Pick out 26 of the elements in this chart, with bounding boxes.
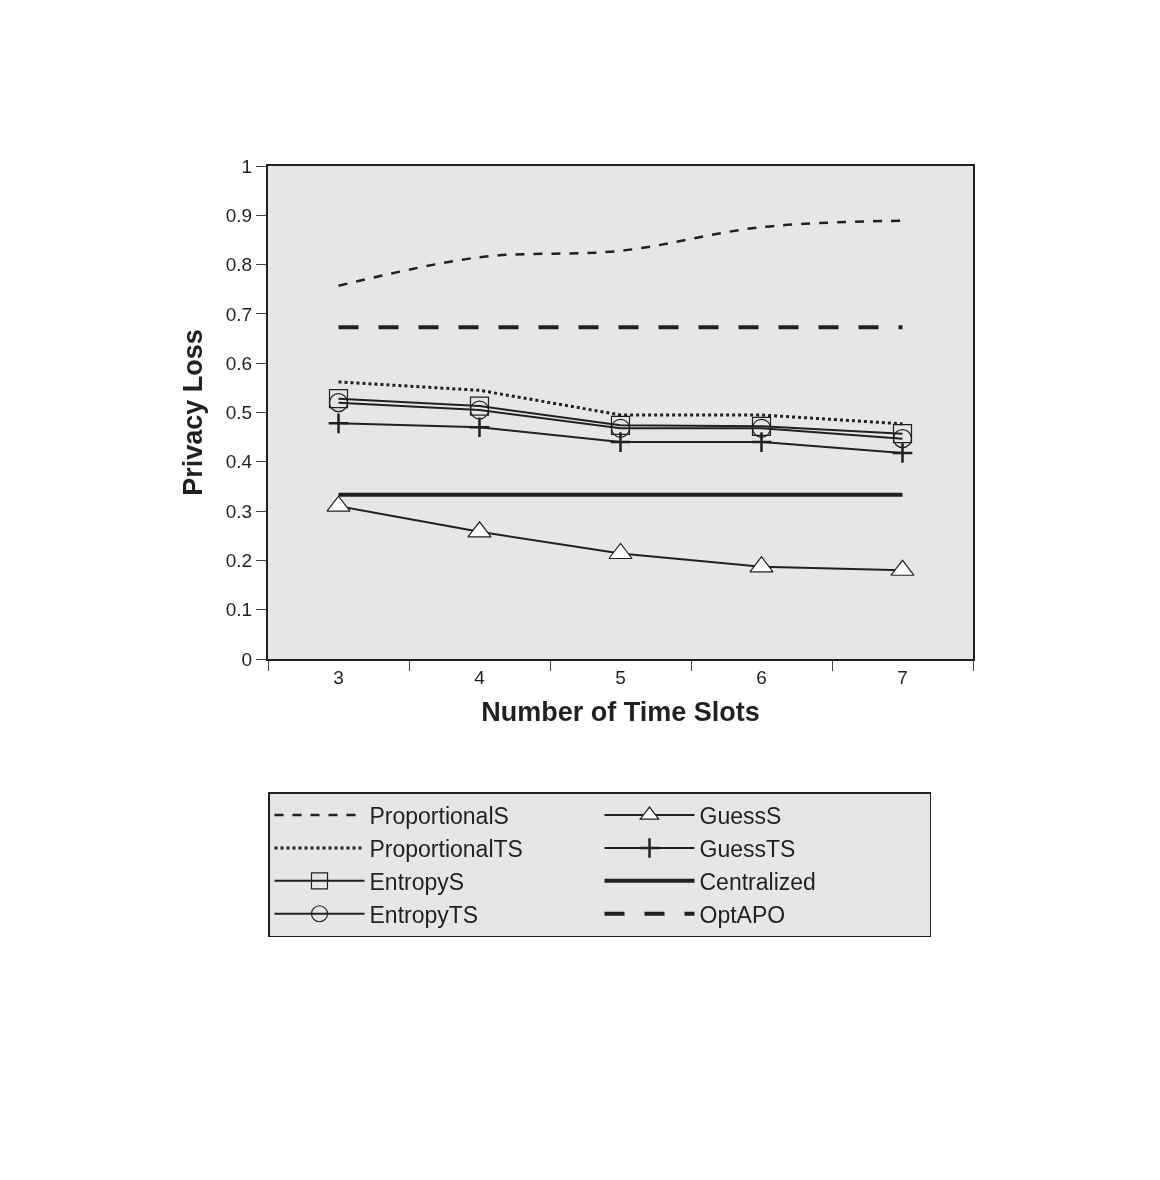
- legend-label: ProportionalS: [369, 803, 509, 830]
- legend-label: OptAPO: [699, 901, 786, 928]
- y-tick-label: 0.3: [225, 500, 253, 522]
- y-axis-title: Privacy Loss: [178, 329, 209, 496]
- y-tick-label: 0.6: [225, 352, 253, 374]
- legend-label: EntropyTS: [369, 901, 479, 928]
- y-tick-label: 0.7: [225, 303, 253, 325]
- x-tick-label: 3: [333, 666, 344, 688]
- y-tick-label: 0.4: [225, 451, 253, 473]
- y-tick-label: 0.5: [225, 402, 253, 424]
- y-tick-label: 0.8: [225, 254, 253, 276]
- legend-label: ProportionalTS: [369, 835, 523, 862]
- x-tick-label: 6: [756, 666, 767, 688]
- x-axis-title: Number of Time Slots: [481, 696, 760, 727]
- legend-label: GuessS: [699, 803, 782, 830]
- y-tick-label: 0.2: [225, 550, 253, 572]
- x-tick-label: 4: [474, 666, 486, 688]
- y-tick-label: 0.1: [225, 599, 253, 621]
- y-tick-label: 0.9: [225, 204, 253, 226]
- legend-label: GuessTS: [699, 835, 796, 862]
- y-tick-label: 0: [241, 648, 253, 670]
- legend-label: EntropyS: [369, 868, 465, 895]
- legend-label: Centralized: [699, 868, 816, 895]
- x-tick-label: 5: [615, 666, 626, 688]
- y-tick-label: 1: [241, 155, 253, 177]
- x-tick-label: 7: [897, 666, 908, 688]
